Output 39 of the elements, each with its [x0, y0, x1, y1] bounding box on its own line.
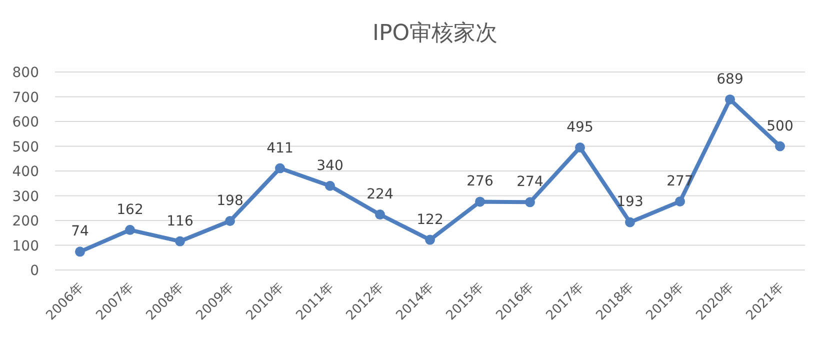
y-tick-label: 700	[12, 90, 39, 106]
point	[525, 197, 535, 208]
y-tick-label: 0	[30, 263, 39, 279]
data-label: 495	[566, 119, 594, 136]
y-tick-label: 200	[12, 214, 39, 230]
point	[75, 246, 85, 257]
point	[225, 216, 235, 226]
data-label: 274	[516, 174, 544, 190]
y-tick-label: 600	[12, 114, 39, 130]
point	[675, 196, 685, 206]
data-label: 411	[266, 140, 294, 156]
y-tick-label: 500	[12, 139, 39, 156]
point	[475, 196, 485, 207]
point	[375, 210, 385, 220]
y-tick-label: 300	[12, 188, 39, 205]
y-tick-label: 100	[12, 238, 39, 254]
data-label: 224	[366, 186, 394, 203]
point	[175, 236, 185, 246]
point	[125, 224, 135, 235]
point	[425, 234, 435, 245]
data-label: 74	[71, 224, 89, 240]
y-tick-label: 400	[12, 164, 39, 180]
data-label: 122	[416, 212, 444, 228]
point	[575, 142, 585, 152]
point	[725, 94, 735, 104]
data-label: 276	[466, 174, 494, 190]
data-label: 162	[116, 202, 144, 218]
data-label: 198	[216, 192, 244, 209]
data-label: 689	[716, 71, 744, 88]
data-label: 193	[616, 194, 644, 210]
point	[775, 141, 785, 152]
point	[625, 217, 635, 228]
data-label: 340	[316, 158, 344, 174]
chart-title: IPO审核家次	[372, 21, 498, 46]
data-label: 500	[766, 118, 794, 134]
point	[325, 180, 335, 191]
y-tick-label: 800	[12, 65, 39, 81]
data-label: 116	[166, 213, 194, 230]
point	[275, 163, 285, 174]
